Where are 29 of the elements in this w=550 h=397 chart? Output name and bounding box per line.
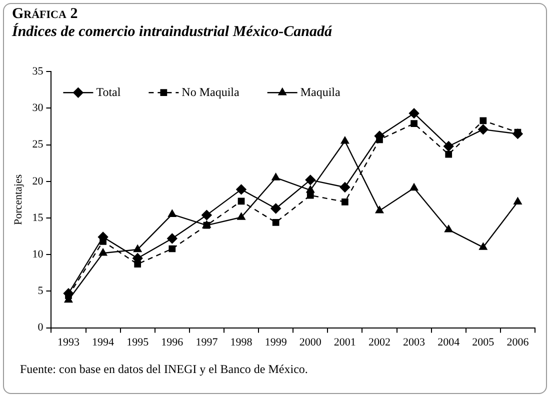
- x-tick-label: 2003: [403, 336, 426, 348]
- x-tick-label: 2005: [472, 336, 495, 348]
- source-note: Fuente: con base en datos del INEGI y el Banco de México.: [20, 362, 308, 377]
- y-tick-label: 15: [32, 212, 44, 224]
- chart-title: Gráfica 2: [12, 6, 78, 23]
- x-tick-label: 2001: [334, 336, 356, 348]
- y-tick-label: 20: [32, 175, 44, 188]
- y-axis-title: Porcentajes: [12, 174, 24, 226]
- legend-label: No Maquila: [182, 84, 240, 99]
- x-tick-label: 1998: [230, 336, 253, 348]
- x-tick-label: 1995: [126, 336, 150, 348]
- y-tick-label: 35: [32, 65, 44, 78]
- y-tick-label: 0: [38, 322, 44, 334]
- x-tick-label: 2000: [299, 336, 322, 348]
- y-tick-label: 10: [32, 248, 44, 260]
- x-tick-label: 1996: [161, 336, 184, 348]
- legend-label: Total: [96, 84, 122, 99]
- x-tick-label: 1999: [264, 336, 288, 348]
- chart-subtitle: Índices de comercio intraindustrial México-Canadá: [12, 24, 332, 41]
- x-tick-label: 1993: [57, 336, 80, 348]
- x-tick-label: 2004: [438, 336, 460, 348]
- legend-label: Maquila: [300, 84, 342, 99]
- y-tick-label: 25: [32, 138, 44, 151]
- x-tick-label: 1997: [196, 336, 218, 348]
- x-tick-label: 1994: [92, 336, 115, 348]
- y-tick-label: 30: [32, 102, 44, 114]
- x-tick-label: 2002: [368, 336, 390, 348]
- y-tick-label: 5: [38, 285, 44, 298]
- x-tick-label: 2006: [506, 336, 530, 348]
